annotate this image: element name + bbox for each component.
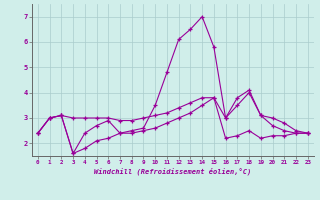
X-axis label: Windchill (Refroidissement éolien,°C): Windchill (Refroidissement éolien,°C) [94, 168, 252, 175]
